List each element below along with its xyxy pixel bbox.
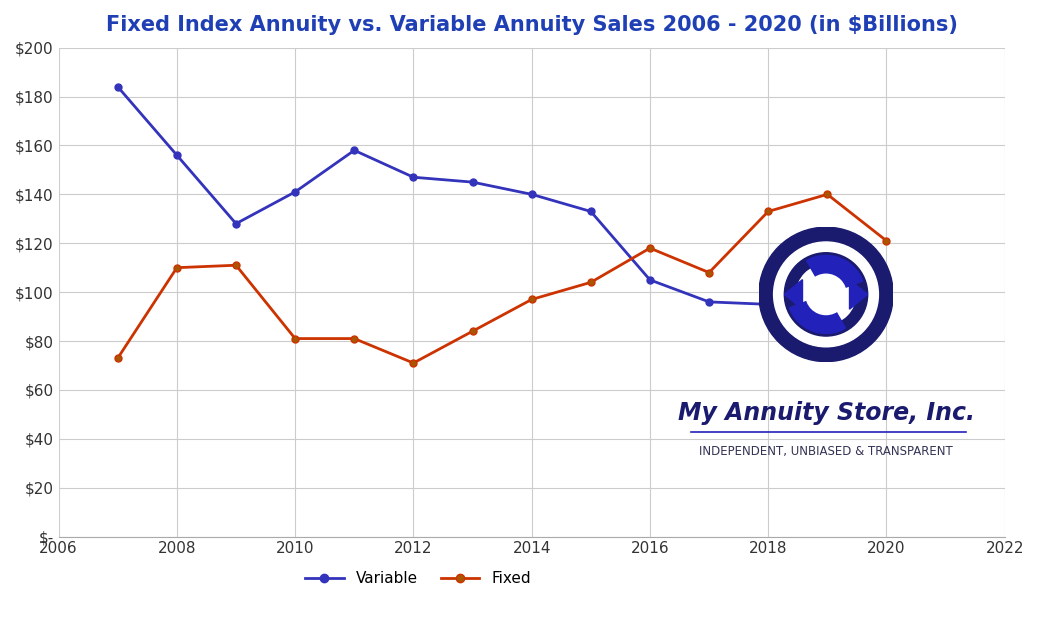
Circle shape [797,265,855,324]
Polygon shape [850,280,868,309]
Title: Fixed Index Annuity vs. Variable Annuity Sales 2006 - 2020 (in $Billions): Fixed Index Annuity vs. Variable Annuity… [106,15,958,35]
Line: Variable: Variable [114,83,890,308]
Variable [230,220,242,227]
Text: My Annuity Store, Inc.: My Annuity Store, Inc. [677,401,975,425]
Variable [880,291,893,298]
Line: Fixed: Fixed [114,191,890,367]
Variable [702,298,715,306]
Variable [585,207,597,215]
Polygon shape [806,255,862,288]
Fixed [821,191,833,198]
Fixed [170,264,183,271]
Fixed [289,335,301,342]
Text: INDEPENDENT, UNBIASED & TRANSPARENT: INDEPENDENT, UNBIASED & TRANSPARENT [699,445,953,458]
Variable [407,173,420,181]
Variable [111,83,124,91]
Fixed [526,296,538,303]
Polygon shape [784,280,802,309]
Variable [821,284,833,291]
Circle shape [784,253,868,336]
Fixed [762,207,774,215]
Variable [289,188,301,196]
Variable [170,152,183,159]
Fixed [230,261,242,269]
Polygon shape [790,301,846,333]
Fixed [644,244,657,252]
Fixed [111,355,124,362]
Fixed [880,237,893,244]
Fixed [702,269,715,276]
Fixed [407,359,420,367]
Variable [348,147,361,154]
Variable [467,179,479,186]
Fixed [585,278,597,286]
Variable [644,276,657,284]
Circle shape [774,242,878,347]
Variable [526,191,538,198]
Variable [762,301,774,308]
Legend: Variable, Fixed: Variable, Fixed [299,565,537,593]
Circle shape [806,274,846,314]
Fixed [348,335,361,342]
Circle shape [758,227,894,362]
Fixed [467,328,479,335]
